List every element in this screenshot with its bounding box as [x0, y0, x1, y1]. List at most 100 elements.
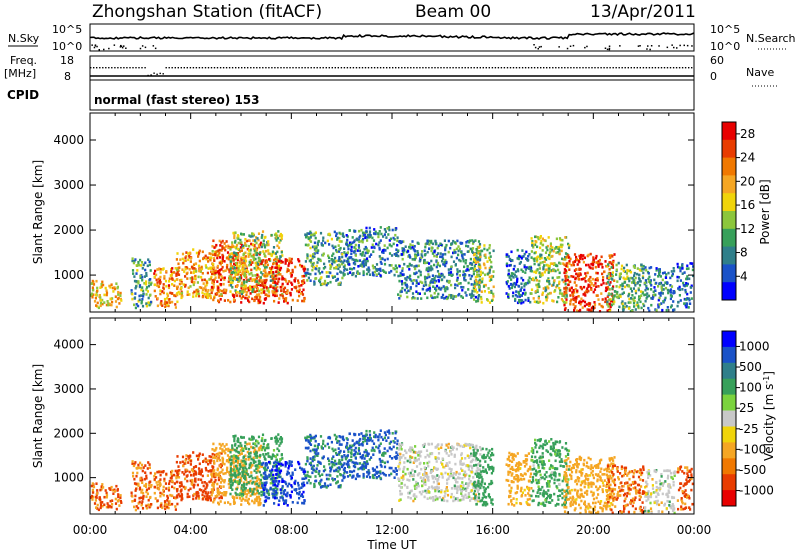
echo-cell	[474, 275, 477, 279]
echo-cell	[684, 288, 687, 292]
echo-cell	[423, 292, 426, 295]
echo-cell	[269, 455, 272, 459]
echo-cell	[407, 289, 410, 293]
echo-cell	[93, 300, 97, 303]
echo-cell	[286, 267, 289, 271]
echo-cell	[251, 261, 254, 264]
echo-cell	[182, 261, 185, 265]
echo-cell	[431, 242, 434, 246]
echo-cell	[90, 292, 94, 296]
echo-cell	[591, 263, 594, 267]
echo-cell	[188, 251, 192, 255]
echo-cell	[368, 268, 371, 272]
echo-cell	[186, 293, 189, 296]
echo-cell	[236, 454, 240, 458]
echo-cell	[283, 286, 287, 290]
nsearch-dot	[538, 46, 541, 48]
nave-dot	[497, 67, 500, 69]
echo-cell	[592, 256, 595, 259]
echo-cell	[248, 249, 251, 252]
echo-cell	[388, 271, 391, 274]
echo-cell	[543, 264, 546, 267]
echo-cell	[141, 500, 144, 503]
echo-cell	[118, 504, 121, 507]
nave-dot	[93, 67, 95, 69]
echo-cell	[475, 255, 478, 258]
echo-cell	[549, 247, 552, 251]
echo-cell	[244, 287, 247, 290]
echo-cell	[649, 279, 652, 282]
echo-cell	[201, 481, 204, 484]
echo-cell	[229, 474, 232, 477]
echo-cell	[236, 266, 239, 270]
echo-cell	[312, 261, 315, 265]
echo-cell	[362, 233, 366, 237]
echo-cell	[210, 291, 213, 295]
echo-cell	[205, 279, 208, 283]
echo-cell	[530, 250, 533, 253]
echo-cell	[689, 302, 692, 305]
echo-cell	[279, 255, 282, 258]
echo-cell	[686, 302, 689, 306]
echo-cell	[117, 290, 120, 294]
echo-cell	[134, 292, 137, 295]
echo-cell	[661, 288, 664, 292]
echo-cell	[266, 289, 269, 292]
echo-cell	[237, 469, 240, 473]
echo-cell	[523, 284, 526, 288]
echo-cell	[154, 269, 157, 273]
echo-cell	[474, 239, 477, 242]
echo-cell	[351, 241, 354, 244]
echo-cell	[564, 258, 567, 261]
echo-cell	[274, 287, 278, 290]
echo-cell	[317, 249, 320, 252]
echo-cell	[598, 302, 601, 306]
echo-cell	[145, 488, 149, 492]
echo-cell	[279, 442, 282, 445]
echo-cell	[145, 304, 148, 308]
echo-cell	[472, 283, 476, 286]
echo-cell	[245, 468, 248, 471]
nave-dot	[597, 67, 599, 69]
echo-cell	[372, 250, 375, 253]
echo-cell	[228, 471, 231, 474]
nave-dot	[198, 67, 201, 69]
echo-cell	[492, 270, 495, 273]
echo-cell	[218, 251, 221, 255]
echo-cell	[450, 294, 453, 297]
echo-cell	[609, 281, 612, 284]
echo-cell	[201, 493, 204, 497]
echo-cell	[198, 452, 201, 456]
echo-cell	[235, 493, 238, 496]
nave-dot	[322, 67, 324, 69]
nave-dot	[256, 67, 258, 69]
nave-dot	[201, 67, 204, 69]
echo-cell	[192, 451, 195, 454]
echo-cell	[168, 301, 171, 304]
echo-cell	[350, 252, 353, 256]
echo-cell	[410, 279, 413, 283]
echo-cell	[193, 281, 196, 284]
echo-cell	[519, 255, 522, 259]
echo-cell	[607, 305, 610, 308]
echo-cell	[266, 274, 269, 277]
echo-cell	[247, 278, 250, 282]
echo-cell	[168, 298, 171, 301]
echo-cell	[298, 284, 301, 288]
echo-cell	[490, 278, 493, 282]
echo-cell	[360, 228, 363, 232]
echo-cell	[137, 482, 140, 486]
echo-cell	[137, 280, 140, 283]
echo-cell	[527, 299, 530, 302]
echo-cell	[198, 249, 201, 253]
nave-dot	[207, 67, 210, 69]
echo-cell	[251, 274, 254, 277]
echo-cell	[267, 287, 270, 290]
echo-cell	[523, 282, 526, 286]
echo-cell	[212, 475, 216, 478]
echo-cell	[217, 272, 220, 275]
echo-cell	[534, 276, 538, 280]
echo-cell	[456, 284, 459, 287]
echo-cell	[256, 489, 259, 493]
echo-cell	[167, 506, 170, 510]
